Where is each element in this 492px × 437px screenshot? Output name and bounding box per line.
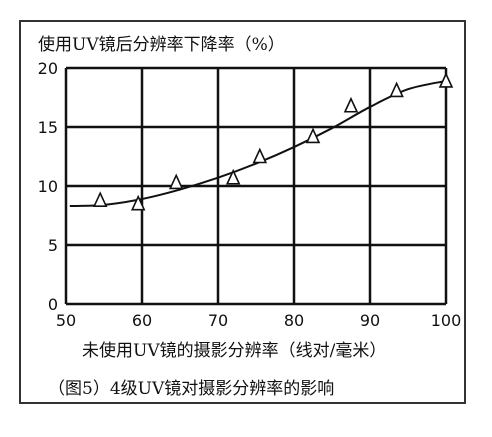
y-tick-label: 0 [48, 295, 58, 314]
data-point-triangle [130, 194, 146, 211]
figure-frame [19, 20, 466, 404]
y-tick-label: 5 [48, 236, 58, 255]
x-tick-label: 80 [284, 311, 304, 330]
data-point-triangle [92, 191, 108, 207]
grid [66, 66, 448, 304]
x-tick-label: 90 [360, 311, 380, 330]
axes [64, 68, 446, 306]
tick-labels: 50 60 70 80 90 100 0 5 10 15 20 [38, 59, 462, 330]
x-axis-label: 未使用UV镜的摄影分辨率（线对/毫米） [82, 341, 387, 361]
x-tick-label: 60 [132, 311, 152, 330]
y-tick-label: 15 [38, 118, 58, 137]
data-point-triangle [168, 173, 184, 190]
data-points [92, 72, 454, 211]
figure-caption: （图5）4级UV镜对摄影分辨率的影响 [48, 379, 335, 399]
data-point-triangle [343, 96, 359, 113]
y-tick-label: 20 [38, 59, 58, 78]
data-point-triangle [252, 147, 268, 164]
data-point-triangle [438, 72, 454, 88]
y-tick-label: 10 [38, 177, 58, 196]
y-axis-label: 使用UV镜后分辨率下降率（%） [38, 35, 285, 55]
fit-curve [69, 80, 447, 208]
data-point-triangle [225, 168, 241, 185]
data-point-triangle [305, 127, 321, 144]
x-tick-label: 50 [56, 311, 76, 330]
data-point-triangle [389, 81, 404, 98]
x-tick-label: 100 [431, 311, 462, 330]
x-tick-label: 70 [208, 311, 228, 330]
